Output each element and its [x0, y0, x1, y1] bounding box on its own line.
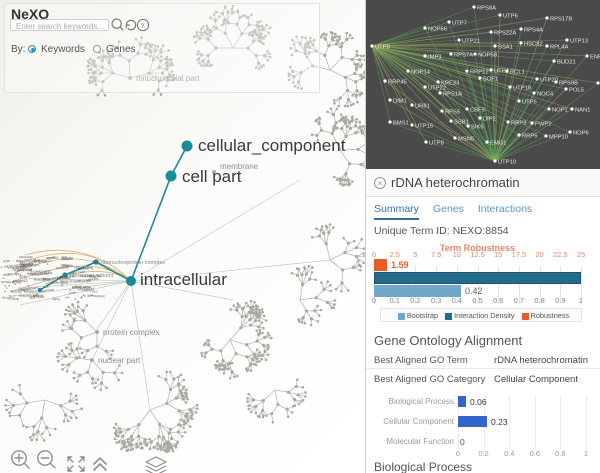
svg-text:BMS1: BMS1 — [393, 121, 409, 127]
svg-text:NOP58: NOP58 — [478, 53, 497, 59]
svg-text:BUD21: BUD21 — [557, 60, 576, 66]
svg-text:cellular_component: cellular_component — [198, 136, 346, 155]
svg-text:OQ1G: OQ1G — [52, 297, 62, 301]
svg-text:?: ? — [141, 23, 145, 30]
svg-text:EMG1: EMG1 — [490, 141, 506, 147]
svg-text:NOC4: NOC4 — [537, 92, 554, 98]
svg-text:NOP6: NOP6 — [573, 131, 589, 137]
svg-text:UTP20: UTP20 — [540, 78, 558, 84]
svg-text:UTP5: UTP5 — [522, 100, 537, 106]
svg-text:RRP5: RRP5 — [522, 134, 537, 140]
svg-text:UTP21: UTP21 — [462, 39, 480, 45]
svg-text:intracellular: intracellular — [140, 270, 227, 289]
svg-text:RPS1A: RPS1A — [443, 92, 462, 98]
svg-text:RPS8A: RPS8A — [477, 6, 496, 12]
svg-text:protein complex: protein complex — [103, 328, 159, 337]
svg-text:RPL4A: RPL4A — [550, 45, 569, 51]
svg-text:POL5: POL5 — [569, 88, 584, 94]
svg-text:NOP1: NOP1 — [552, 108, 568, 114]
svg-text:UTP15: UTP15 — [415, 124, 433, 130]
svg-text:RRP9: RRP9 — [511, 121, 526, 127]
svg-text:STVP: STVP — [68, 291, 76, 296]
svg-text:VD46: VD46 — [2, 259, 10, 264]
svg-text:cell part: cell part — [182, 167, 242, 186]
svg-text:IMP3: IMP3 — [428, 55, 442, 61]
svg-text:M85OQ1: M85OQ1 — [86, 277, 99, 283]
svg-text:SIK6: SIK6 — [471, 125, 484, 131]
svg-text:UTP9: UTP9 — [375, 45, 390, 51]
svg-text:ribonucleoprotein complex: ribonucleoprotein complex — [101, 260, 165, 266]
svg-text:GCTEOLF4: GCTEOLF4 — [2, 296, 19, 302]
svg-text:956OONQ60C: 956OONQ60C — [19, 294, 40, 298]
svg-text:051H: 051H — [92, 259, 99, 263]
svg-text:NAN1: NAN1 — [575, 108, 590, 114]
svg-text:DIM1: DIM1 — [393, 99, 407, 105]
svg-text:48YY6ZU18C: 48YY6ZU18C — [87, 294, 106, 299]
svg-text:TVMQ: TVMQ — [62, 276, 71, 280]
svg-text:V78I: V78I — [7, 266, 13, 270]
svg-text:PWP2: PWP2 — [535, 122, 551, 128]
svg-text:MPP10: MPP10 — [549, 135, 568, 141]
svg-text:SSA1: SSA1 — [498, 45, 513, 51]
svg-text:UTP6: UTP6 — [503, 14, 518, 20]
svg-text:NOP56: NOP56 — [428, 27, 447, 33]
svg-text:UTP4: UTP4 — [494, 69, 510, 75]
svg-text:RCL1: RCL1 — [510, 70, 525, 76]
svg-text:H6TQGV: H6TQGV — [61, 257, 73, 261]
svg-text:RLX0EB: RLX0EB — [21, 263, 33, 267]
svg-text:KRE33: KRE33 — [441, 81, 459, 87]
svg-text:UTP18: UTP18 — [513, 86, 531, 92]
svg-text:CBF5: CBF5 — [470, 108, 485, 114]
svg-text:RPS4A: RPS4A — [524, 28, 543, 34]
svg-text:RPS22A: RPS22A — [494, 31, 516, 37]
svg-text:RRP45: RRP45 — [388, 80, 407, 86]
svg-text:UTP13: UTP13 — [570, 39, 588, 45]
svg-text:DIP2: DIP2 — [483, 117, 496, 123]
svg-text:nuclear part: nuclear part — [98, 356, 141, 365]
svg-text:SOF1: SOF1 — [483, 77, 498, 83]
svg-text:UR81: UR81 — [415, 104, 430, 110]
svg-text:RPS7A: RPS7A — [454, 53, 473, 59]
svg-text:HSC82: HSC82 — [524, 42, 543, 48]
svg-text:UTP8: UTP8 — [429, 141, 444, 147]
svg-text:NIYSGH8CRM: NIYSGH8CRM — [1, 280, 22, 284]
svg-text:RPS9B: RPS9B — [559, 81, 578, 87]
svg-text:RPS17B: RPS17B — [550, 17, 572, 23]
svg-text:06O: 06O — [3, 273, 10, 277]
svg-text:ENP1: ENP1 — [590, 55, 600, 61]
svg-text:UAXB: UAXB — [80, 266, 89, 271]
svg-text:UTP10: UTP10 — [498, 160, 516, 166]
svg-text:MSN5: MSN5 — [458, 137, 474, 143]
svg-text:NOP14: NOP14 — [411, 70, 431, 76]
svg-text:0RYV: 0RYV — [60, 281, 68, 285]
svg-text:UTP7: UTP7 — [452, 21, 467, 27]
svg-text:RPS5: RPS5 — [445, 110, 460, 116]
svg-text:C89: C89 — [43, 285, 49, 289]
svg-text:RRP12: RRP12 — [470, 70, 489, 76]
svg-text:SSB1: SSB1 — [454, 120, 469, 126]
